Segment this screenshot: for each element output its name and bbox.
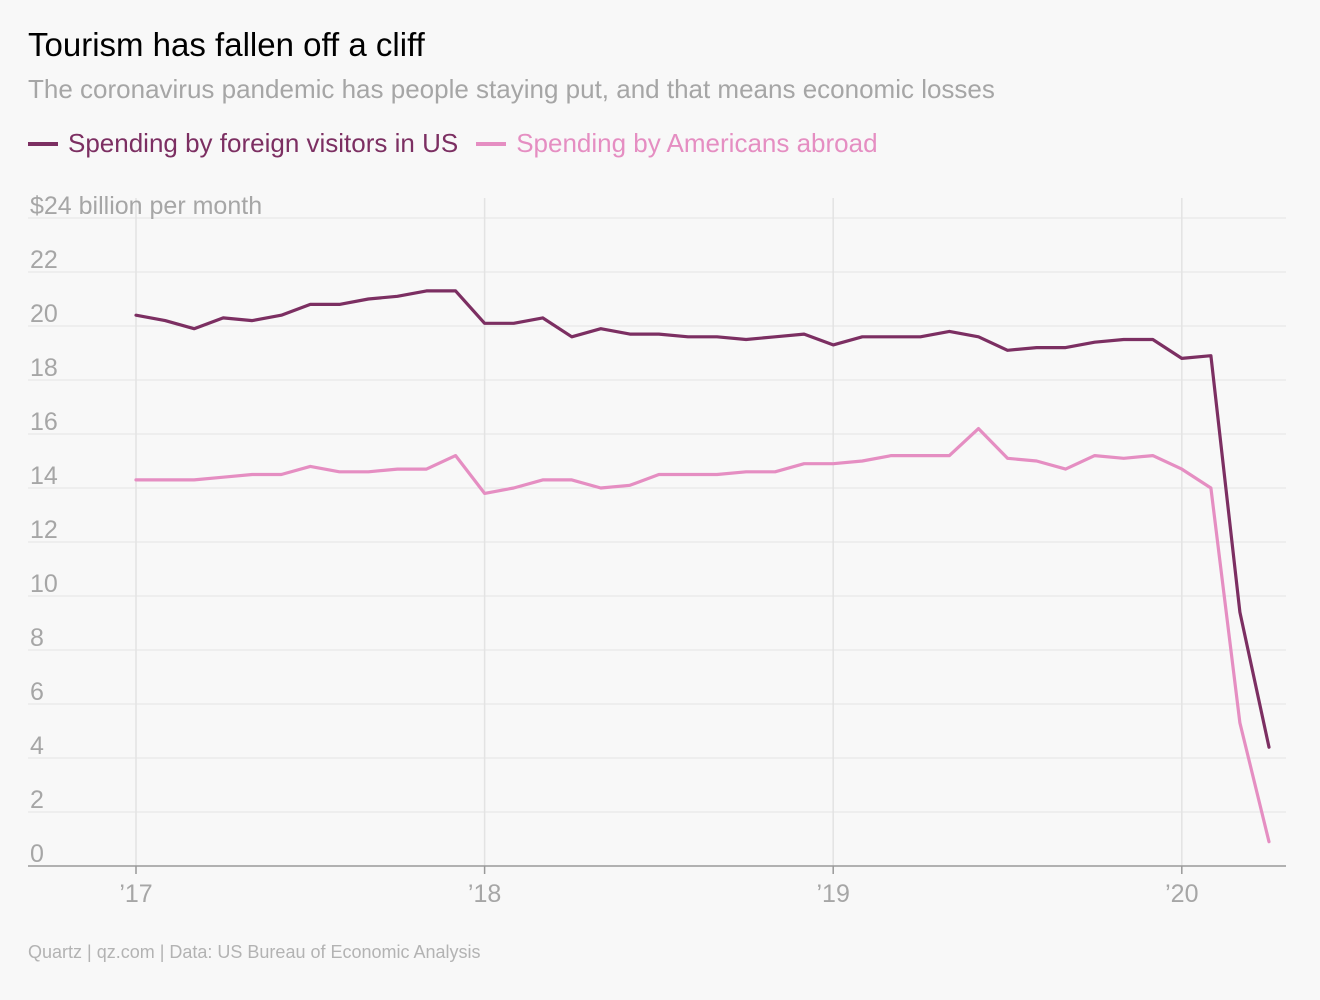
x-tick-label: ’18 [468,880,501,908]
chart-source-footer: Quartz | qz.com | Data: US Bureau of Eco… [28,942,481,962]
y-tick-label: 0 [30,840,44,868]
series-line-americans-abroad [134,427,1271,844]
y-tick-label: 10 [30,570,58,598]
y-tick-label: 8 [30,624,44,652]
chart-title: Tourism has fallen off a cliff [28,26,425,63]
series-line-foreign-visitors [134,289,1271,749]
y-tick-label: 16 [30,408,58,436]
chart-legend: Spending by foreign visitors in US Spend… [28,128,896,159]
x-tick-label: ’20 [1165,880,1198,908]
y-tick-label: 14 [30,462,58,490]
y-tick-label: 4 [30,732,44,760]
y-tick-label: 18 [30,354,58,382]
legend-item-americans-abroad: Spending by Americans abroad [476,128,878,159]
legend-item-foreign-visitors: Spending by foreign visitors in US [28,128,458,159]
y-tick-label: 2 [30,786,44,814]
y-tick-label: 12 [30,516,58,544]
legend-swatch-americans-abroad [476,141,507,146]
x-tick-label: ’17 [119,880,152,908]
y-tick-label: 6 [30,678,44,706]
legend-swatch-foreign-visitors [28,141,58,146]
legend-label-americans-abroad: Spending by Americans abroad [516,128,878,158]
legend-label-foreign-visitors: Spending by foreign visitors in US [68,128,459,158]
y-axis-label: $24 billion per month [30,192,262,220]
y-tick-label: 20 [30,300,58,328]
x-tick-label: ’19 [817,880,850,908]
chart-subtitle: The coronavirus pandemic has people stay… [28,74,995,104]
y-tick-label: 22 [30,246,58,274]
